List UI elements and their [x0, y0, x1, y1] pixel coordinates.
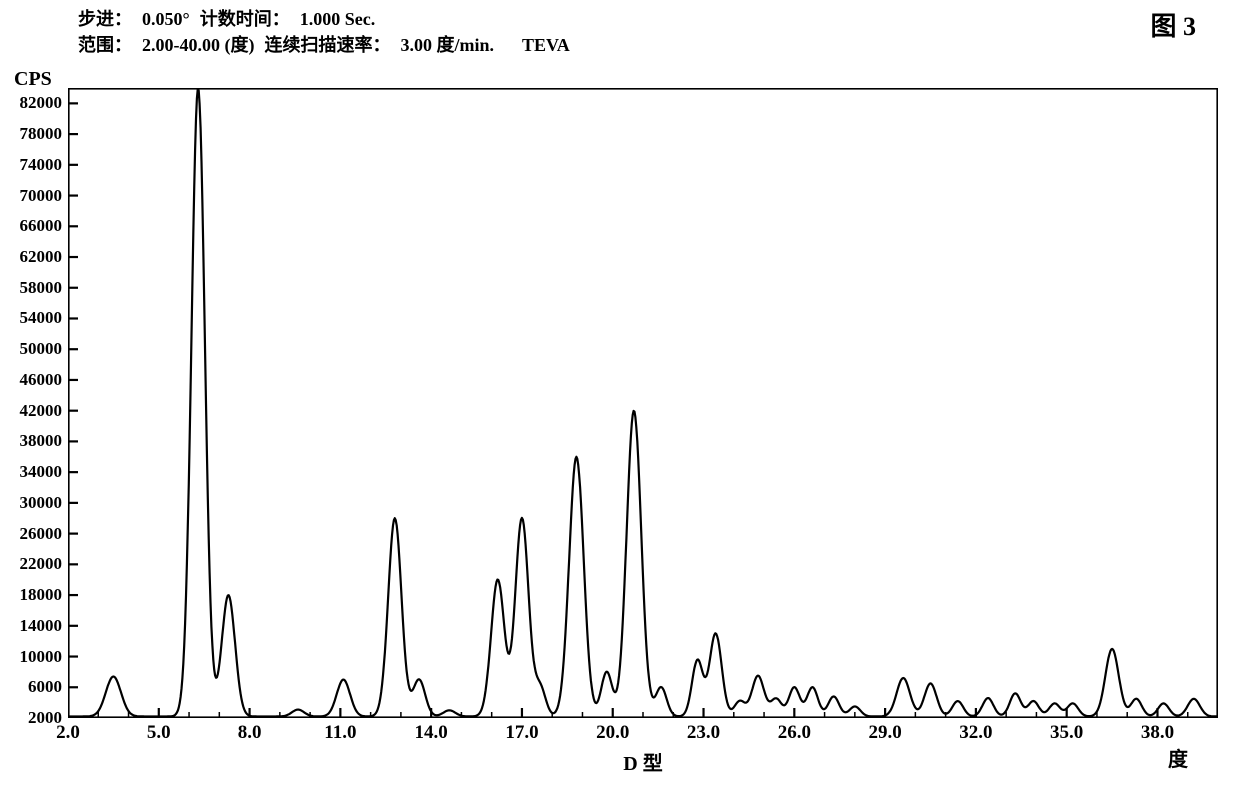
y-tick-label: 34000: [20, 462, 63, 482]
x-axis-right-label: 度: [1168, 743, 1188, 772]
page: 步进： 0.050° 计数时间： 1.000 Sec. 范围： 2.00-40.…: [0, 0, 1240, 799]
x-tick-label: 35.0: [1050, 722, 1083, 744]
y-tick-label: 54000: [20, 308, 63, 328]
x-tick-label: 38.0: [1141, 722, 1174, 744]
x-tick-label: 14.0: [415, 722, 448, 744]
y-tick-label: 14000: [20, 616, 63, 636]
step-value: 0.050°: [142, 6, 190, 32]
header-line-1: 步进： 0.050° 计数时间： 1.000 Sec.: [78, 6, 1200, 32]
y-tick-label: 58000: [20, 278, 63, 298]
y-tick-label: 26000: [20, 524, 63, 544]
y-tick-label: 78000: [20, 124, 63, 144]
step-label: 步进：: [78, 6, 132, 32]
x-tick-label: 5.0: [147, 722, 171, 744]
x-tick-label: 23.0: [687, 722, 720, 744]
chart-area: 2000600010000140001800022000260003000034…: [68, 88, 1218, 718]
y-tick-label: 6000: [28, 677, 62, 697]
y-tick-label: 10000: [20, 647, 63, 667]
y-tick-label: 82000: [20, 93, 63, 113]
header-block: 步进： 0.050° 计数时间： 1.000 Sec. 范围： 2.00-40.…: [78, 6, 1200, 58]
x-tick-label: 32.0: [959, 722, 992, 744]
x-tick-label: 20.0: [596, 722, 629, 744]
company-name: TEVA: [522, 32, 570, 58]
range-label: 范围：: [78, 32, 132, 58]
x-tick-labels: 2.05.08.011.014.017.020.023.026.029.032.…: [68, 722, 1218, 746]
x-tick-label: 11.0: [324, 722, 356, 744]
x-tick-label: 2.0: [56, 722, 80, 744]
y-tick-label: 22000: [20, 554, 63, 574]
y-tick-label: 74000: [20, 155, 63, 175]
y-tick-label: 50000: [20, 339, 63, 359]
y-tick-label: 70000: [20, 186, 63, 206]
x-tick-label: 26.0: [778, 722, 811, 744]
y-tick-label: 42000: [20, 401, 63, 421]
x-axis-center-label: D 型: [623, 747, 662, 776]
header-line-2: 范围： 2.00-40.00 (度) 连续扫描速率： 3.00 度/min. T…: [78, 32, 1200, 58]
x-tick-label: 29.0: [868, 722, 901, 744]
y-tick-label: 18000: [20, 585, 63, 605]
range-value: 2.00-40.00 (度): [142, 32, 254, 58]
y-tick-labels: 2000600010000140001800022000260003000034…: [2, 88, 62, 718]
y-tick-label: 46000: [20, 370, 63, 390]
scan-rate-label: 连续扫描速率：: [264, 32, 390, 58]
y-tick-label: 30000: [20, 493, 63, 513]
y-tick-label: 62000: [20, 247, 63, 267]
xrd-line-chart: [68, 88, 1218, 718]
count-time-value: 1.000 Sec.: [300, 6, 376, 32]
x-tick-label: 17.0: [505, 722, 538, 744]
x-tick-label: 8.0: [238, 722, 262, 744]
y-tick-label: 66000: [20, 216, 63, 236]
y-tick-label: 38000: [20, 431, 63, 451]
figure-label: 图 3: [1150, 6, 1196, 43]
scan-rate-value: 3.00 度/min.: [400, 32, 494, 58]
count-time-label: 计数时间：: [200, 6, 290, 32]
